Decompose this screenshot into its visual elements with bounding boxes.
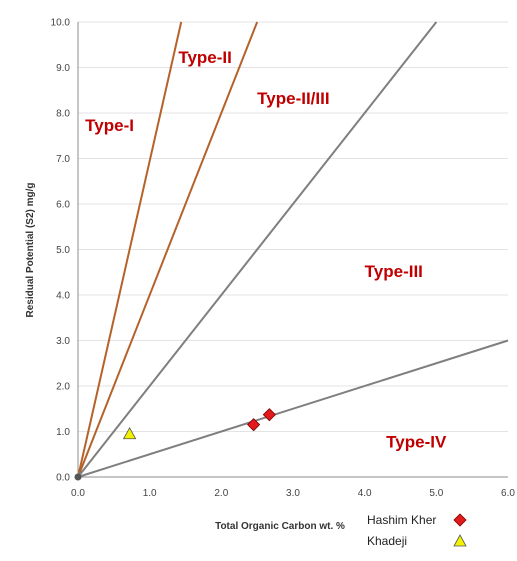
- region-label-type-ii: Type-II: [178, 48, 232, 67]
- data-point-khadeji: [122, 426, 137, 440]
- legend-label-hashim-kher: Hashim Kher: [367, 513, 436, 527]
- y-tick-label: 8.0: [56, 109, 70, 120]
- x-tick-label: 4.0: [358, 488, 372, 499]
- y-tick-label: 3.0: [56, 336, 70, 347]
- y-tick-label: 9.0: [56, 63, 70, 74]
- x-tick-label: 2.0: [214, 488, 228, 499]
- data-point-hashim-kher: [247, 418, 261, 432]
- grid: [78, 21, 508, 432]
- legend: Hashim Kher Khadeji: [367, 513, 467, 548]
- boundary-line-1: [77, 21, 183, 478]
- y-tick-label: 2.0: [56, 382, 70, 393]
- y-tick-label: 0.0: [56, 473, 70, 484]
- y-tick-label: 6.0: [56, 200, 70, 211]
- y-tick-label: 4.0: [56, 291, 70, 302]
- y-tick-label: 5.0: [56, 245, 70, 256]
- region-label-type-iv: Type-IV: [386, 432, 447, 451]
- boundary-line-4: [77, 339, 509, 478]
- y-tick-label: 1.0: [56, 427, 70, 438]
- origin-point: [74, 473, 82, 481]
- boundary-lines: [77, 21, 509, 478]
- x-axis-title: Total Organic Carbon wt. %: [215, 521, 345, 532]
- legend-marker-triangle: [453, 534, 467, 547]
- legend-label-khadeji: Khadeji: [367, 534, 407, 548]
- x-tick-label: 0.0: [71, 488, 85, 499]
- region-label-type-iii: Type-III: [365, 262, 423, 281]
- region-label-type-ii-iii: Type-II/III: [257, 89, 329, 108]
- region-label-type-i: Type-I: [85, 116, 134, 135]
- y-tick-labels: 0.0 1.0 2.0 3.0 4.0 5.0 6.0 7.0 8.0 9.0 10.0: [51, 18, 71, 484]
- region-labels: Type-I Type-II Type-II/III Type-III Type-IV: [85, 48, 447, 451]
- data-point-hashim-kher: [262, 408, 276, 422]
- y-tick-label: 10.0: [51, 18, 71, 29]
- boundary-line-2: [77, 21, 259, 478]
- y-tick-label: 7.0: [56, 154, 70, 165]
- axes: [77, 22, 508, 478]
- y-axis-title: Residual Potential (S2) mg/g: [25, 182, 36, 317]
- boundary-line-3: [77, 21, 438, 478]
- x-tick-label: 3.0: [286, 488, 300, 499]
- x-tick-labels: 0.0 1.0 2.0 3.0 4.0 5.0 6.0: [71, 488, 515, 499]
- legend-marker-diamond: [453, 513, 467, 527]
- x-tick-label: 6.0: [501, 488, 515, 499]
- x-tick-label: 1.0: [143, 488, 157, 499]
- data-points: [74, 408, 276, 481]
- x-tick-label: 5.0: [429, 488, 443, 499]
